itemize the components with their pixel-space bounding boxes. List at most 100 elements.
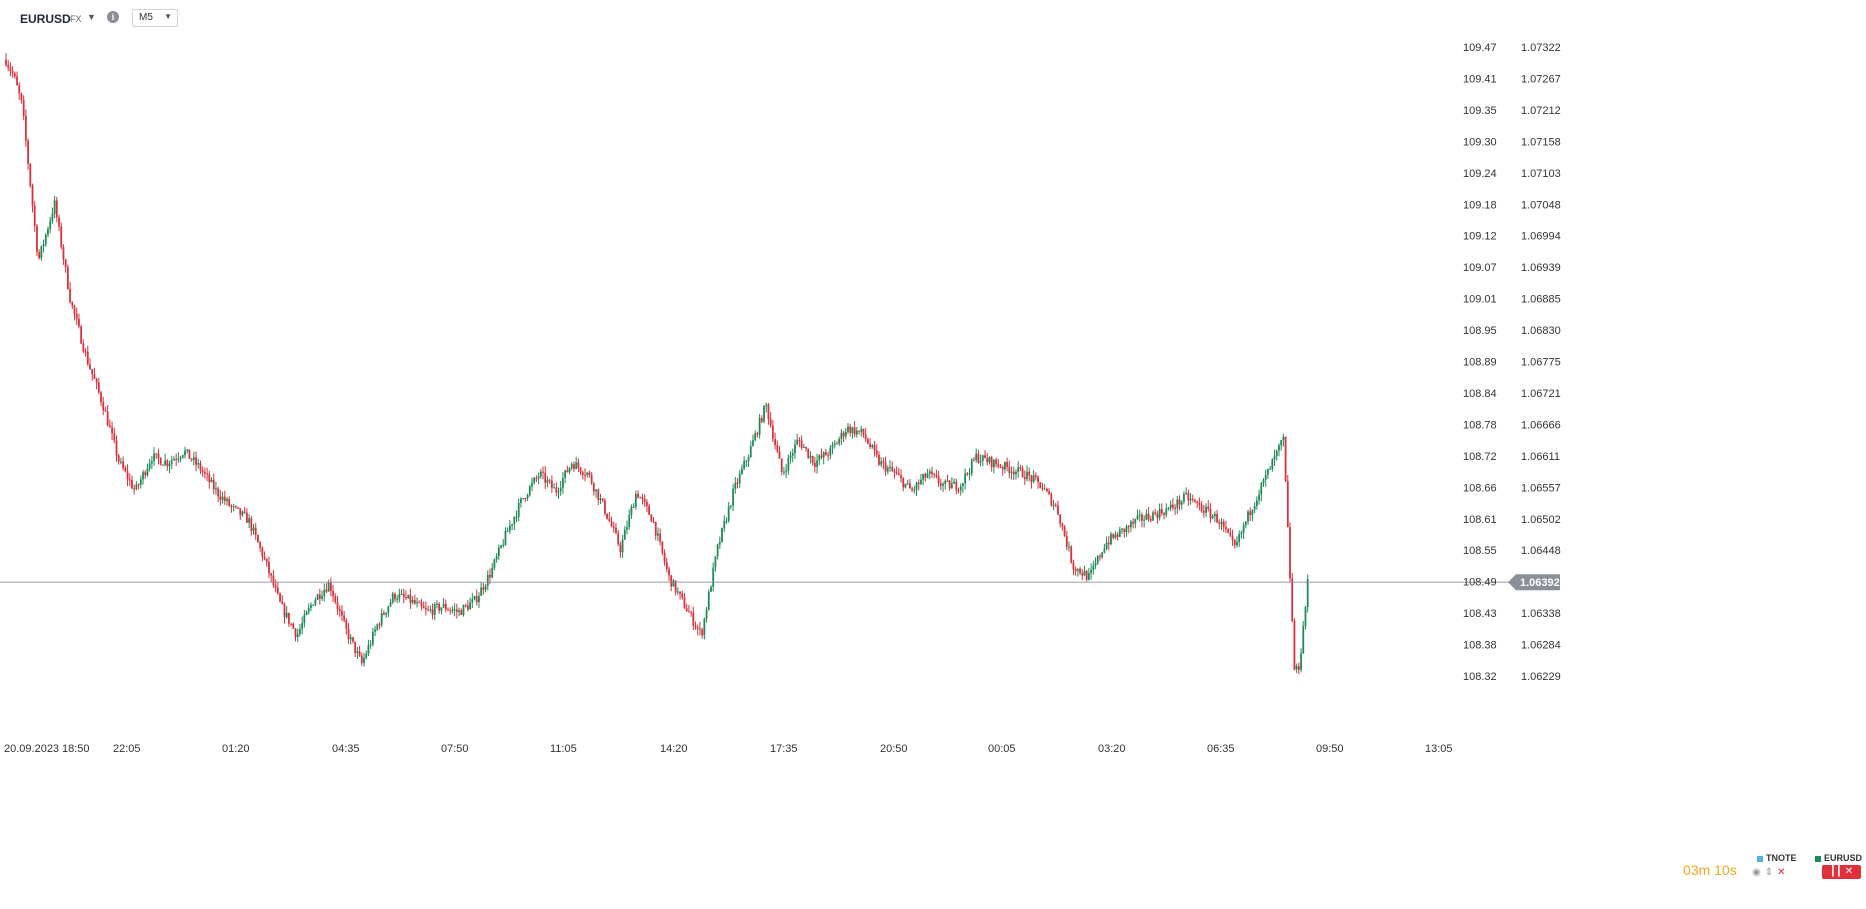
candle-body bbox=[367, 645, 370, 654]
candle-body bbox=[24, 115, 27, 141]
candlestick-toggle-button[interactable]: ┃┃ ✕ bbox=[1822, 865, 1861, 879]
candle-body bbox=[867, 439, 869, 444]
up-down-arrows-icon[interactable]: ⇕ bbox=[1764, 867, 1774, 878]
candle-body bbox=[341, 610, 343, 616]
candle-body bbox=[296, 634, 299, 638]
candle-body bbox=[836, 443, 838, 445]
candle-body bbox=[771, 425, 774, 440]
x-axis-tick-label: 20.09.2023 bbox=[4, 743, 59, 755]
candle-body bbox=[208, 474, 211, 483]
legend-item-tnote[interactable]: TNOTE bbox=[1757, 853, 1797, 863]
candle-body bbox=[999, 466, 1002, 468]
candle-body bbox=[405, 597, 407, 599]
candle-body bbox=[1072, 562, 1075, 570]
timeframe-select[interactable]: M5 ▼ bbox=[132, 9, 178, 27]
candle-body bbox=[756, 433, 759, 435]
candle-body bbox=[975, 453, 978, 460]
candle-body bbox=[701, 629, 704, 636]
candle-body bbox=[1152, 512, 1154, 521]
candle-body bbox=[1141, 514, 1143, 521]
candle-body bbox=[1096, 556, 1099, 564]
candle-body bbox=[44, 234, 47, 245]
candle-body bbox=[953, 481, 955, 484]
candle-body bbox=[1076, 568, 1079, 571]
candle-body bbox=[749, 446, 752, 458]
candle-body bbox=[425, 608, 427, 610]
candle-body bbox=[577, 462, 580, 468]
candle-body bbox=[1046, 488, 1048, 492]
candle-body bbox=[376, 624, 379, 630]
candle-body bbox=[281, 601, 284, 605]
candle-body bbox=[1191, 498, 1194, 500]
candle-body bbox=[166, 460, 169, 467]
candle-body bbox=[584, 474, 586, 476]
close-icon[interactable]: ✕ bbox=[1777, 867, 1786, 878]
candle-body bbox=[310, 604, 312, 608]
candle-body bbox=[458, 610, 460, 612]
candle-body bbox=[312, 604, 315, 606]
candle-body bbox=[407, 594, 410, 599]
right-axis-tick-label: 1.06994 bbox=[1521, 231, 1561, 243]
candle-body bbox=[1149, 519, 1152, 521]
candle-body bbox=[908, 483, 911, 489]
candle-body bbox=[988, 457, 991, 463]
candle-body bbox=[433, 604, 436, 615]
symbol-name[interactable]: EURUSD bbox=[20, 12, 71, 26]
symbol-dropdown-icon[interactable]: ▼ bbox=[87, 12, 96, 22]
candle-body bbox=[1154, 512, 1157, 514]
candle-body bbox=[864, 434, 867, 440]
candle-body bbox=[1216, 513, 1218, 523]
candle-body bbox=[5, 59, 7, 65]
candle-body bbox=[1253, 506, 1256, 510]
candle-body bbox=[228, 498, 231, 506]
candle-body bbox=[829, 447, 832, 456]
candle-body bbox=[1019, 467, 1022, 469]
candle-body bbox=[785, 470, 788, 472]
legend-swatch-tnote bbox=[1757, 855, 1763, 862]
candle-body bbox=[1249, 511, 1252, 516]
candle-body bbox=[526, 495, 529, 499]
candle-body bbox=[553, 487, 555, 489]
candle-body bbox=[915, 482, 918, 490]
candle-body bbox=[51, 213, 54, 221]
candle-body bbox=[955, 481, 958, 491]
candle-body bbox=[210, 479, 213, 483]
price-chart[interactable]: 1.06392 1.07322 1.07267 1.07212 1.07158 1.071… bbox=[0, 30, 1866, 909]
candle-body bbox=[380, 613, 383, 625]
candle-body bbox=[1242, 525, 1245, 533]
candle-body bbox=[741, 468, 743, 474]
candle-body bbox=[307, 607, 310, 612]
candle-body bbox=[860, 428, 863, 432]
x-axis-tick-label: 18:50 bbox=[62, 743, 90, 755]
candle-body bbox=[564, 470, 567, 479]
candle-body bbox=[69, 288, 71, 303]
candlestick-icon: ┃┃ ✕ bbox=[1829, 866, 1854, 877]
candle-body bbox=[1004, 461, 1006, 470]
left-axis-tick-label: 109.35 bbox=[1463, 105, 1497, 117]
candle-body bbox=[933, 474, 936, 476]
candle-body bbox=[449, 610, 452, 612]
legend-label-tnote: TNOTE bbox=[1766, 853, 1797, 863]
candle-body bbox=[661, 541, 664, 553]
candle-body bbox=[1289, 526, 1291, 579]
legend-item-eurusd[interactable]: EURUSD bbox=[1815, 853, 1862, 863]
candle-body bbox=[1010, 471, 1013, 473]
candle-body bbox=[732, 488, 734, 506]
candle-body bbox=[181, 455, 184, 458]
candle-body bbox=[248, 518, 250, 523]
candle-body bbox=[409, 594, 412, 603]
eye-icon[interactable]: ◉ bbox=[1752, 867, 1761, 878]
candle-body bbox=[1185, 492, 1188, 494]
left-axis-tick-label: 109.24 bbox=[1463, 168, 1497, 180]
axes-layer: 1.06392 1.07322 1.07267 1.07212 1.07158 1.071… bbox=[0, 42, 1561, 755]
candle-body bbox=[1240, 532, 1243, 535]
candle-body bbox=[539, 471, 542, 477]
candle-body bbox=[363, 657, 365, 664]
candle-body bbox=[1304, 607, 1307, 627]
candle-body bbox=[1167, 508, 1170, 510]
candle-body bbox=[1264, 474, 1267, 480]
candle-body bbox=[922, 474, 925, 480]
candle-body bbox=[489, 574, 491, 578]
info-icon[interactable]: i bbox=[107, 11, 119, 23]
candle-body bbox=[115, 440, 118, 456]
